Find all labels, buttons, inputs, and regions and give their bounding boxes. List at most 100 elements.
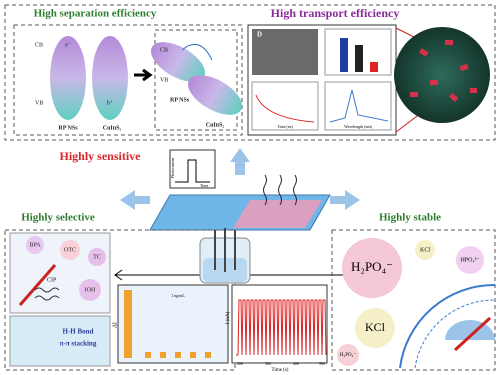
vb-label: VB — [35, 100, 43, 106]
ion — [337, 344, 359, 366]
shape — [470, 88, 477, 93]
shape — [445, 40, 453, 45]
analyte-label: BPA — [29, 242, 41, 248]
electrodes — [214, 228, 236, 272]
analyte-label: IOH — [85, 287, 96, 293]
current-tick: 400 — [293, 361, 299, 366]
bar-note: 1 ng/mL — [171, 293, 185, 298]
top-frame — [4, 4, 496, 141]
current-trace — [236, 299, 327, 356]
shape — [430, 80, 438, 85]
binding-panel — [9, 315, 111, 367]
target-molecule — [18, 264, 57, 306]
separation-title: High separation efficiency — [34, 8, 157, 20]
rp-band-shifted — [150, 42, 206, 82]
current-x: Time (s) — [272, 368, 289, 373]
pl-curve — [329, 89, 389, 123]
plot-bar — [124, 290, 132, 358]
pl-x: Wavelength (nm) — [344, 124, 372, 129]
shape — [459, 63, 469, 72]
nanosphere-spots — [410, 40, 477, 102]
cuins-label: CuInS₂ — [103, 125, 122, 131]
decay-curve — [255, 94, 315, 123]
band-panel — [13, 24, 243, 136]
analyte — [88, 248, 106, 266]
current-tick: 200 — [237, 361, 243, 366]
right-arrow — [330, 190, 360, 210]
selective-title: Highly selective — [21, 212, 95, 224]
time-label: Time — [200, 183, 209, 188]
decay-inset — [251, 81, 319, 131]
pl-inset — [324, 81, 392, 131]
shape — [190, 352, 196, 358]
pulse — [175, 159, 210, 183]
up-arrow — [230, 148, 250, 175]
analyte-label: TC — [93, 254, 101, 260]
analyte-label: OTC — [64, 247, 76, 253]
shape — [263, 174, 267, 206]
bond-label: H-H Bond — [63, 328, 94, 336]
shape — [205, 352, 211, 358]
inset-bar — [370, 62, 378, 72]
stability-plot — [231, 284, 328, 364]
sem-image — [252, 29, 318, 75]
selectivity-plot — [117, 284, 229, 364]
cuins-band — [92, 36, 128, 120]
current-tick: 300 — [265, 361, 271, 366]
cuins-band-shifted — [187, 75, 243, 115]
cip-label: CIP — [47, 277, 57, 283]
vb-label-2: VB — [160, 77, 168, 83]
cuins-label-2: CuInS₂ — [206, 122, 225, 128]
analyte — [26, 236, 44, 254]
shape — [175, 352, 181, 358]
ion-label: H₂PO₄⁻ — [340, 353, 356, 358]
inset-bar — [340, 38, 348, 72]
arrow — [134, 68, 153, 82]
cb-label-2: CB — [160, 47, 168, 53]
cb-label: CB — [35, 42, 43, 48]
target-molecule — [453, 316, 492, 352]
shape — [293, 174, 297, 206]
rp-band — [50, 36, 86, 120]
electron: e⁻ — [65, 42, 71, 48]
analyte — [60, 240, 80, 260]
aptamers — [263, 174, 297, 206]
surface-inner — [414, 299, 496, 369]
aptamer — [34, 287, 60, 301]
transport-title: High transport efficiency — [271, 6, 400, 20]
plot-bars — [145, 352, 211, 358]
ion-label: KCl — [420, 247, 430, 253]
decay-x: Time (ns) — [277, 124, 293, 129]
bar-y-label: ΔI — [112, 322, 118, 328]
stable-frame — [331, 229, 496, 371]
hole: h⁺ — [107, 99, 113, 106]
transfer-arrow — [181, 43, 213, 61]
ion — [415, 240, 435, 260]
modified-region — [233, 200, 322, 228]
ion-label: HPO₄²⁻ — [460, 257, 479, 263]
selective-frame — [4, 229, 236, 371]
shape — [419, 48, 429, 57]
current-tick: 500 — [319, 361, 325, 366]
ion — [355, 308, 395, 348]
photocurrent-label: Photocurrent — [170, 157, 175, 179]
sensitive-label: Highly sensitive — [59, 149, 141, 163]
stacking-label: π-π stacking — [60, 340, 97, 348]
analyte — [79, 279, 101, 301]
sem-label: D — [257, 31, 262, 39]
surface — [399, 283, 496, 369]
ion — [456, 246, 484, 274]
rp-label-2: RP NSs — [170, 97, 190, 103]
rp-label: RP NSs — [58, 125, 78, 131]
inset-bar — [355, 45, 363, 72]
shape — [410, 92, 418, 97]
shape — [160, 352, 166, 358]
shape — [278, 174, 282, 206]
shape — [449, 92, 459, 102]
current-y: I (nA) — [226, 311, 231, 324]
shape — [145, 352, 151, 358]
stable-title: Highly stable — [379, 212, 441, 224]
left-arrow — [120, 190, 150, 210]
ion-label: H₂PO₄⁻ — [351, 259, 393, 274]
